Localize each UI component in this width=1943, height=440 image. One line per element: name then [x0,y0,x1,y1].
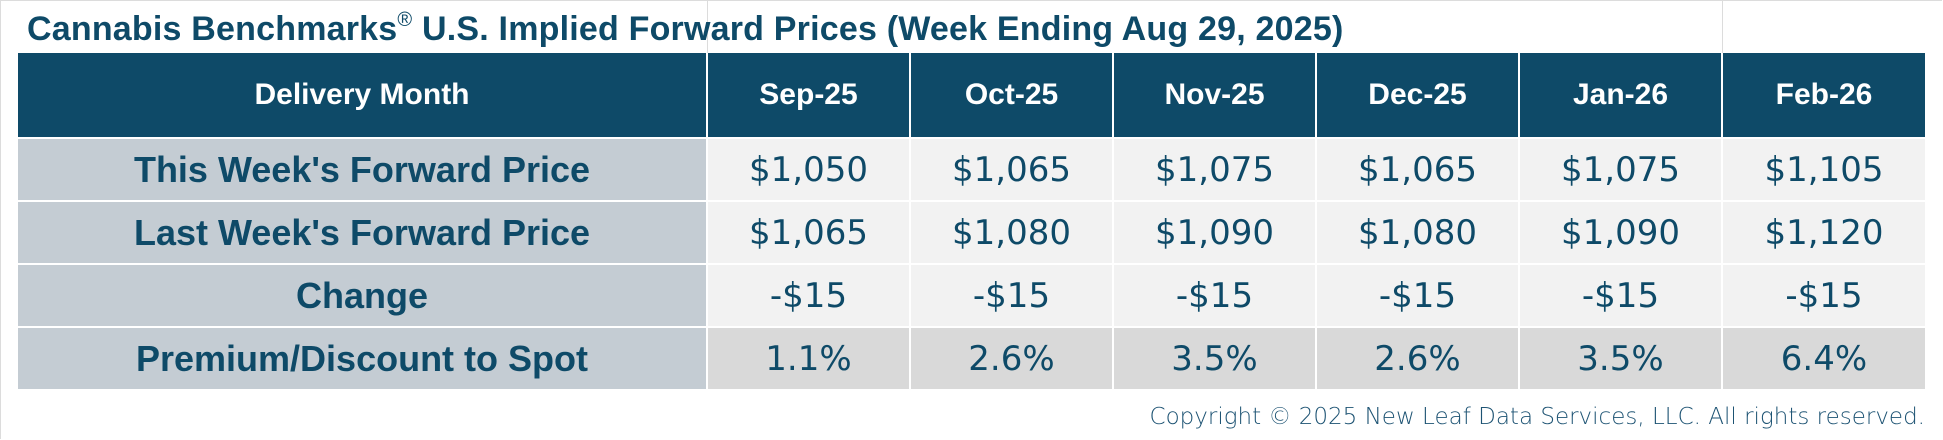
title-prefix: Cannabis Benchmarks [27,10,398,48]
forward-prices-table: Delivery Month Sep-25 Oct-25 Nov-25 Dec-… [18,53,1925,389]
table-cell: $1,075 [1112,137,1316,201]
column-header: Dec-25 [1315,53,1519,138]
table-row-premium-discount: Premium/Discount to Spot 1.1% 2.6% 3.5% … [18,326,1925,389]
table-cell: $1,090 [1112,200,1316,264]
table-cell: -$15 [909,263,1113,327]
gridline [707,0,708,53]
table-cell: 1.1% [706,326,910,389]
table-cell: -$15 [1315,263,1519,327]
column-header: Feb-26 [1721,53,1925,138]
table-cell: $1,065 [1315,137,1519,201]
copyright-notice: Copyright © 2025 New Leaf Data Services,… [1149,404,1925,430]
table-cell: 6.4% [1721,326,1925,389]
table-cell: -$15 [1721,263,1925,327]
table-cell: 2.6% [909,326,1113,389]
table-cell: $1,080 [1315,200,1519,264]
table-row-change: Change -$15 -$15 -$15 -$15 -$15 -$15 [18,263,1925,327]
table-cell: $1,120 [1721,200,1925,264]
table-cell: $1,080 [909,200,1113,264]
table-cell: 2.6% [1315,326,1519,389]
table-cell: $1,050 [706,137,910,201]
title-suffix: U.S. Implied Forward Prices (Week Ending… [412,10,1344,48]
table-cell: $1,105 [1721,137,1925,201]
table-cell: 3.5% [1112,326,1316,389]
header-row: Delivery Month Sep-25 Oct-25 Nov-25 Dec-… [18,53,1925,138]
table-row-last-week: Last Week's Forward Price $1,065 $1,080 … [18,200,1925,264]
table-row-this-week: This Week's Forward Price $1,050 $1,065 … [18,137,1925,201]
column-header-delivery-month: Delivery Month [18,53,707,138]
table-cell: -$15 [1518,263,1722,327]
gridline [1722,0,1723,53]
table-cell: $1,065 [706,200,910,264]
table-cell: 3.5% [1518,326,1722,389]
registered-mark: ® [397,9,413,31]
column-header: Sep-25 [706,53,910,138]
row-label: Change [18,263,707,327]
row-label: Premium/Discount to Spot [18,326,707,389]
row-label: This Week's Forward Price [18,137,707,201]
table-cell: -$15 [1112,263,1316,327]
row-label: Last Week's Forward Price [18,200,707,264]
column-header: Jan-26 [1518,53,1722,138]
table-cell: $1,075 [1518,137,1722,201]
table-cell: $1,090 [1518,200,1722,264]
page-title: Cannabis Benchmarks® U.S. Implied Forwar… [27,6,1343,52]
table-cell: -$15 [706,263,910,327]
column-header: Oct-25 [909,53,1113,138]
table-cell: $1,065 [909,137,1113,201]
column-header: Nov-25 [1112,53,1316,138]
